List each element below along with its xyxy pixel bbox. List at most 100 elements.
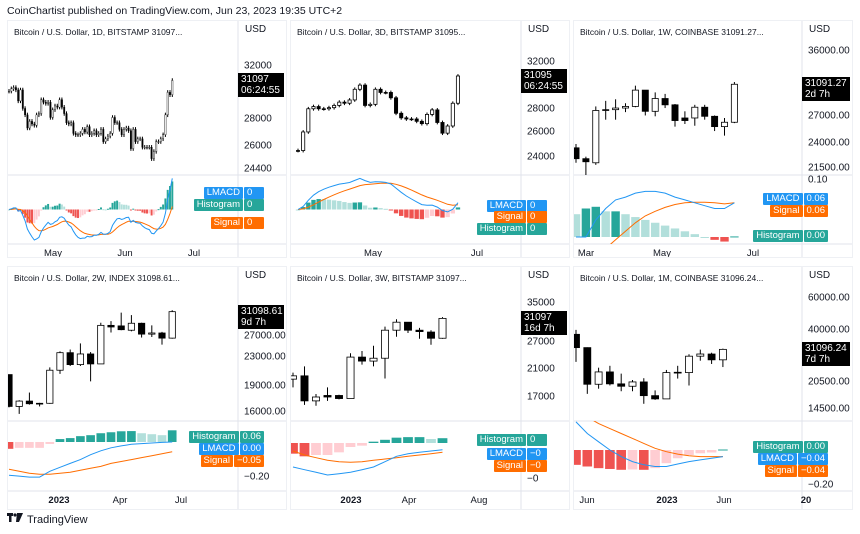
chart-canvas[interactable] [574,267,853,510]
currency-label: USD [528,270,550,281]
histogram-bar [661,450,672,464]
candle [673,365,682,379]
candle [159,136,162,144]
candle-body [120,129,123,135]
legend-label: Histogram [189,431,239,443]
histogram-bar [391,437,402,443]
candle-body [602,109,610,111]
chart-panel[interactable]: Bitcoin / U.S. Dollar, 3D, BITSTAMP 3109… [290,20,570,258]
indicator-legend-lmacd[interactable]: LMACD −0 [486,448,547,460]
indicator-legend-signal[interactable]: Signal 0 [210,217,264,229]
chart-canvas[interactable] [8,267,287,510]
candle-body [25,400,33,405]
histogram-bar [63,206,66,210]
candle [139,136,142,142]
last-price-tag: 31095 06:24:55 [521,68,567,93]
legend-value: −0.04 [797,465,828,477]
time-axis-label: Apr [401,495,417,506]
legend-value: 0 [527,223,547,235]
histogram-bar [120,204,123,210]
chart-title: Bitcoin / U.S. Dollar, 3W, BITSTAMP 3109… [297,273,467,283]
histogram-bar [146,209,148,214]
histogram-bar [111,202,114,210]
histogram-bar [593,450,604,469]
signal-line [8,206,173,236]
histogram-bar [403,437,413,443]
candle [102,127,105,144]
candle [438,317,447,339]
candle-body [77,134,79,136]
candle-body [347,99,352,104]
candle-body [378,88,383,93]
histogram-bar [129,209,132,211]
chart-canvas[interactable] [291,21,570,258]
histogram-bar [574,214,581,237]
candle [10,86,13,94]
chart-title: Bitcoin / U.S. Dollar, 3D, BITSTAMP 3109… [297,27,466,37]
histogram-bar [582,450,593,467]
candle-body [70,122,73,125]
candle-body [63,107,66,114]
candle [65,111,68,125]
chart-panel[interactable]: Bitcoin / U.S. Dollar, 1D, BITSTAMP 3109… [7,20,287,258]
legend-value: −0.04 [797,453,828,465]
candle-body [363,84,368,106]
candle [721,117,728,136]
legend-label: Signal [770,205,803,217]
chart-panel[interactable]: Bitcoin / U.S. Dollar, 3W, BITSTAMP 3109… [290,266,570,510]
indicator-legend-lmacd[interactable]: LMACD 0.06 [763,193,828,205]
indicator-legend-histogram[interactable]: Histogram 0 [476,223,547,235]
histogram-bar [291,443,298,454]
indicator-legend-signal[interactable]: Signal −0.04 [764,465,828,477]
last-price-value: 31096.24 [805,343,847,355]
indicator-legend-lmacd[interactable]: LMACD 0.00 [199,443,264,455]
histogram-bar [684,450,694,455]
candle [129,128,132,151]
time-axis-label: Aug [470,495,488,506]
histogram-bar [383,208,388,210]
candle-body [369,357,378,362]
candle [671,104,679,127]
indicator-legend-histogram[interactable]: Histogram 0 [476,434,547,446]
indicator-legend-signal[interactable]: Signal −0 [493,460,547,472]
chart-canvas[interactable] [574,21,853,258]
histogram-bar [650,450,660,469]
candle [582,156,590,175]
legend-label: LMACD [203,187,243,199]
indicator-legend-histogram[interactable]: Histogram 0 [193,199,264,211]
candle [155,139,158,154]
histogram-bar [322,443,333,455]
indicator-legend-histogram[interactable]: Histogram 0.00 [753,441,828,453]
tradingview-brand[interactable]: TradingView [27,513,88,526]
chart-panel[interactable]: Bitcoin / U.S. Dollar, 1M, COINBASE 3109… [573,266,853,510]
indicator-legend-signal[interactable]: Signal 0.06 [770,205,828,217]
last-price-tag: 31098.61 9d 7h [238,304,284,329]
chart-panel[interactable]: Bitcoin / U.S. Dollar, 1W, COINBASE 3109… [573,20,853,258]
candle [74,131,77,137]
histogram-bar [76,436,85,442]
indicator-legend-signal[interactable]: Signal −0.05 [200,455,264,467]
candle [19,87,22,104]
candle [60,97,63,110]
chart-canvas[interactable] [291,267,570,510]
indicator-legend-histogram[interactable]: Histogram 0.00 [753,230,828,242]
histogram-bar [334,443,344,453]
indicator-legend-lmacd[interactable]: LMACD 0 [203,187,264,199]
candle [306,106,311,134]
histogram-bar [581,208,591,237]
indicator-legend-lmacd[interactable]: LMACD 0 [486,200,547,212]
bar-countdown: 16d 7h [524,323,555,335]
indicator-legend-lmacd[interactable]: LMACD −0.04 [757,453,828,465]
chart-panel[interactable]: Bitcoin / U.S. Dollar, 2W, INDEX 31098.6… [7,266,287,510]
chart-title: Bitcoin / U.S. Dollar, 1D, BITSTAMP 3109… [14,27,183,37]
candle-body [60,99,63,108]
histogram-bar [621,214,630,237]
indicator-legend-signal[interactable]: Signal 0 [493,211,547,223]
price-tick-label: 23000.00 [244,351,286,363]
indicator-legend-histogram[interactable]: Histogram 0.06 [189,431,264,443]
candle-body [296,150,300,152]
histogram-bar [44,205,47,210]
candle [592,106,600,165]
candle-body [90,133,93,135]
histogram-bar [455,207,461,210]
